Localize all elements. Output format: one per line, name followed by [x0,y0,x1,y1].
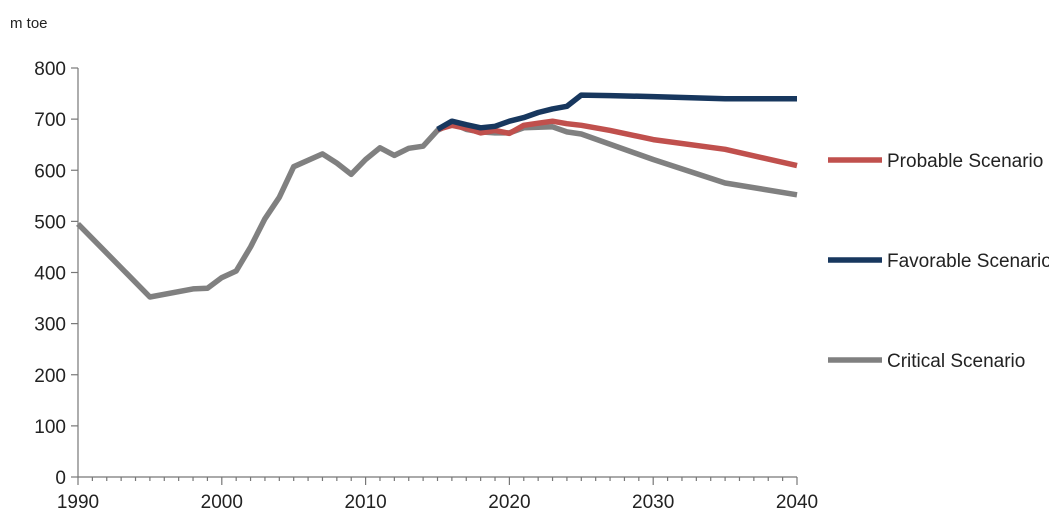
y-tick-label: 500 [34,212,66,233]
x-tick-label: 2030 [632,492,674,513]
series-line-probable-scenario [436,118,798,169]
y-tick-label: 600 [34,161,66,182]
x-tick-label: 2040 [776,492,818,513]
y-tick-label: 0 [55,468,66,489]
legend-label-critical-scenario: Critical Scenario [887,351,1025,372]
y-axis-ticks: 0 100 200 300 400 500 600 700 800 [34,59,78,489]
x-tick-label: 2000 [201,492,243,513]
y-tick-label: 300 [34,315,66,336]
legend: Probable Scenario Favorable Scenario Criti… [828,151,1049,372]
unit-label: m toe [10,15,48,32]
series-line-favorable-scenario [436,92,797,132]
x-tick-label: 2020 [488,492,530,513]
legend-label-probable-scenario: Probable Scenario [887,151,1043,172]
y-tick-label: 800 [34,59,66,80]
y-tick-label: 100 [34,417,66,438]
y-tick-label: 700 [34,110,66,131]
x-axis-ticks: 1990 2000 2010 2020 2030 2040 [57,477,818,513]
x-tick-label: 2010 [344,492,386,513]
x-tick-label: 1990 [57,492,99,513]
legend-label-favorable-scenario: Favorable Scenario [887,251,1049,272]
series-line-critical-scenario [76,120,798,300]
y-tick-label: 200 [34,366,66,387]
series-lines [76,92,798,300]
y-tick-label: 400 [34,264,66,285]
